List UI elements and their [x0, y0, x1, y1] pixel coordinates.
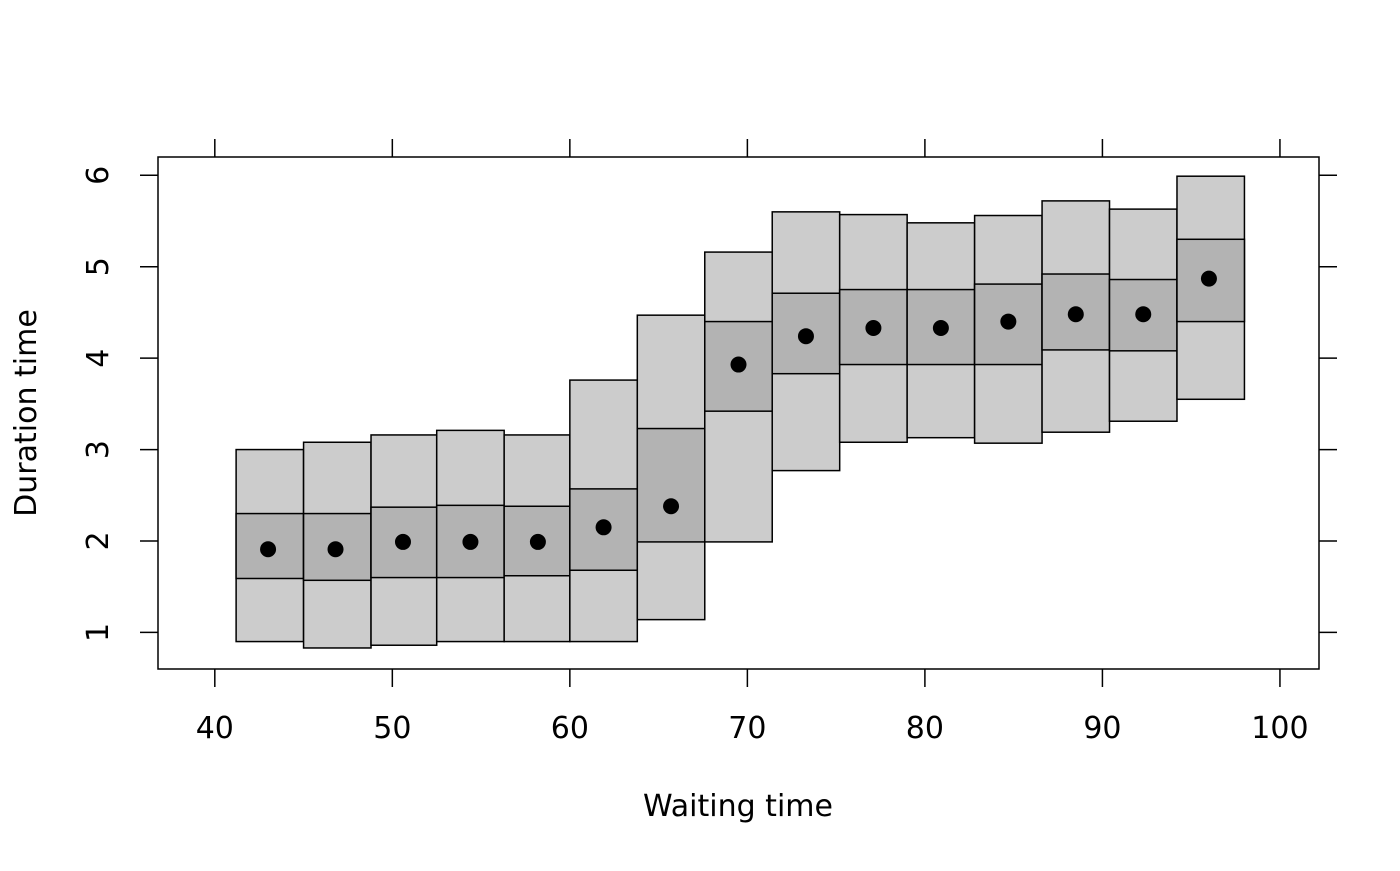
median-point-10	[865, 319, 882, 336]
y-tick-label-4: 4	[81, 349, 116, 368]
y-axis-label: Duration time	[9, 309, 44, 517]
median-point-15	[1200, 270, 1217, 287]
points-layer	[260, 270, 1217, 558]
median-point-13	[1067, 306, 1084, 323]
median-point-7	[663, 498, 680, 515]
median-point-1	[260, 541, 277, 558]
y-tick-label-2: 2	[81, 531, 116, 550]
y-axis: 1 2 3 4 5 6	[81, 166, 1337, 642]
median-point-9	[797, 328, 814, 345]
x-tick-label-80: 80	[906, 711, 944, 746]
x-tick-label-40: 40	[196, 711, 234, 746]
inner-band-4	[435, 504, 505, 579]
y-tick-label-1: 1	[81, 623, 116, 642]
y-tick-label-5: 5	[81, 257, 116, 276]
median-point-6	[595, 519, 612, 536]
median-point-8	[730, 356, 747, 373]
x-axis: 40 50 60 70 80 90 100	[196, 139, 1309, 746]
y-tick-label-3: 3	[81, 440, 116, 459]
bands-layer	[235, 175, 1246, 649]
x-tick-label-50: 50	[373, 711, 411, 746]
median-point-5	[529, 533, 546, 550]
median-point-12	[1000, 313, 1017, 330]
inner-band-7	[636, 427, 706, 543]
plot-frame	[157, 156, 1320, 670]
median-point-2	[327, 541, 344, 558]
inner-band-13	[1041, 273, 1111, 351]
x-tick-label-60: 60	[551, 711, 589, 746]
median-point-11	[932, 319, 949, 336]
median-point-14	[1135, 306, 1152, 323]
median-point-4	[462, 533, 479, 550]
median-point-3	[394, 533, 411, 550]
x-tick-label-90: 90	[1083, 711, 1121, 746]
y-tick-label-6: 6	[81, 166, 116, 185]
x-tick-label-100: 100	[1251, 711, 1308, 746]
x-axis-label: Waiting time	[643, 789, 833, 824]
x-tick-label-70: 70	[728, 711, 766, 746]
